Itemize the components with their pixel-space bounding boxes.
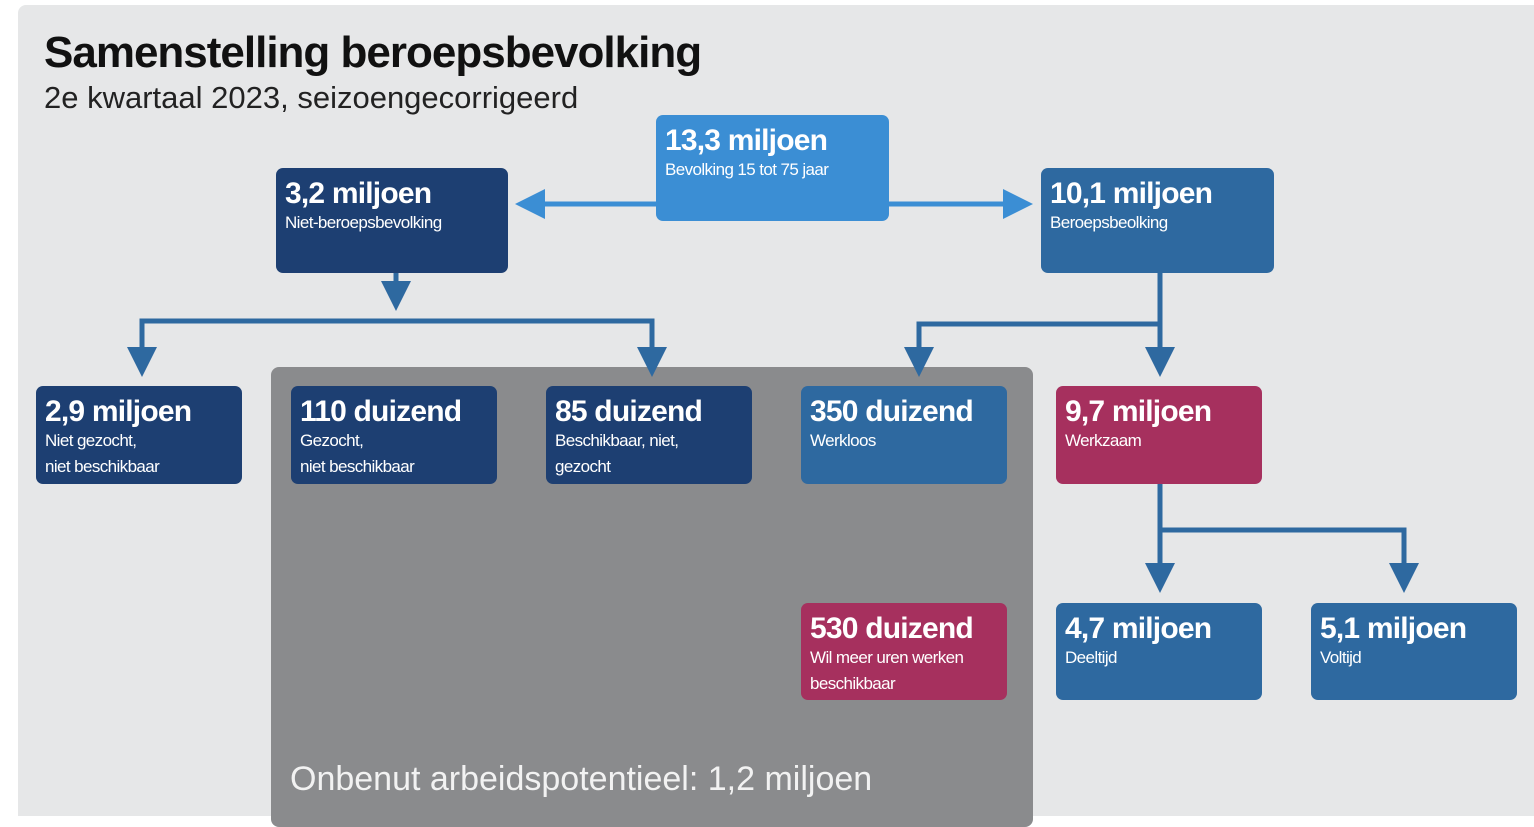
node-value: 13,3 miljoen — [665, 124, 828, 157]
node-label: Deeltijd — [1065, 648, 1118, 667]
node: 530 duizend Wil meer uren werken beschikba… — [801, 603, 1007, 700]
area-label: Onbenut arbeidspotentieel: 1,2 miljoen — [290, 760, 873, 798]
node: 3,2 miljoen Niet-beroepsbevolking — [276, 168, 508, 273]
node-label: Beschikbaar, niet, — [555, 431, 679, 450]
node-label: Beroepsbeolking — [1050, 213, 1168, 232]
arrow — [904, 321, 1160, 377]
node-value: 9,7 miljoen — [1065, 395, 1212, 428]
node-label: Werkzaam — [1065, 431, 1142, 450]
arrow — [1160, 527, 1419, 593]
node: 10,1 miljoen Beroepsbeolking — [1041, 168, 1274, 273]
node-label: Wil meer uren werken — [810, 648, 964, 667]
node-label: niet beschikbaar — [300, 457, 415, 476]
node-label: niet beschikbaar — [45, 457, 160, 476]
node-value: 4,7 miljoen — [1065, 612, 1212, 645]
node-value: 110 duizend — [300, 395, 462, 428]
node-value: 85 duizend — [555, 395, 703, 428]
node: 9,7 miljoen Werkzaam — [1056, 386, 1262, 484]
node-label: Bevolking 15 tot 75 jaar — [665, 160, 829, 179]
node-label: beschikbaar — [810, 674, 896, 693]
node: 5,1 miljoen Voltijd — [1311, 603, 1517, 700]
subtitle: 2e kwartaal 2023, seizoengecorrigeerd — [44, 80, 579, 115]
node-label: Werkloos — [810, 431, 876, 450]
node-value: 3,2 miljoen — [285, 177, 432, 210]
node: 13,3 miljoen Bevolking 15 tot 75 jaar — [656, 115, 889, 221]
node-label: Voltijd — [1320, 648, 1362, 667]
node: 85 duizend Beschikbaar, niet, gezocht — [546, 386, 752, 484]
node-value: 350 duizend — [810, 395, 974, 428]
node: 2,9 miljoen Niet gezocht, niet beschikbaar — [36, 386, 242, 484]
node-value: 530 duizend — [810, 612, 974, 645]
node-label: Niet-beroepsbevolking — [285, 213, 442, 232]
node-label: Niet gezocht, — [45, 431, 137, 450]
node-label: Gezocht, — [300, 431, 364, 450]
node-label: gezocht — [555, 457, 611, 476]
node: 4,7 miljoen Deeltijd — [1056, 603, 1262, 700]
node: 350 duizend Werkloos — [801, 386, 1007, 484]
connector — [139, 318, 655, 372]
title: Samenstelling beroepsbevolking — [44, 28, 702, 77]
node-value: 2,9 miljoen — [45, 395, 192, 428]
node-value: 5,1 miljoen — [1320, 612, 1467, 645]
node: 110 duizend Gezocht, niet beschikbaar — [291, 386, 497, 484]
node-value: 10,1 miljoen — [1050, 177, 1213, 210]
